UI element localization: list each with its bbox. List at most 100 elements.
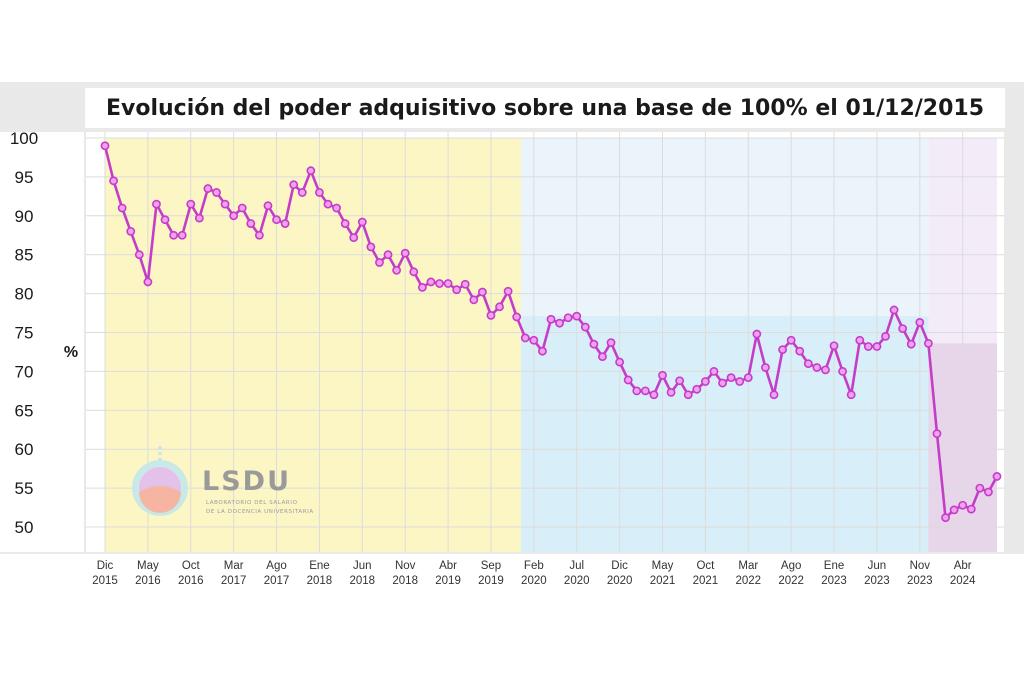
data-point-93 bbox=[898, 324, 908, 334]
data-point-88 bbox=[855, 335, 865, 345]
data-point-52 bbox=[546, 314, 556, 324]
y-tick-95: 95 bbox=[15, 168, 34, 187]
data-point-78 bbox=[769, 390, 779, 400]
data-point-76 bbox=[752, 329, 762, 339]
x-tick-month-80: Ago bbox=[781, 560, 801, 572]
data-point-44 bbox=[477, 287, 487, 297]
y-tick-85: 85 bbox=[15, 246, 34, 265]
data-point-24 bbox=[306, 166, 316, 176]
series-points bbox=[100, 141, 1002, 523]
data-point-86 bbox=[838, 366, 848, 376]
data-point-29 bbox=[349, 233, 359, 242]
y-tick-60: 60 bbox=[15, 440, 34, 459]
data-point-8 bbox=[169, 230, 179, 240]
data-point-2 bbox=[117, 203, 127, 213]
x-tick-year-55: 2020 bbox=[564, 575, 590, 587]
x-tick-year-85: 2023 bbox=[821, 575, 847, 587]
x-tick-year-0: 2015 bbox=[92, 575, 118, 587]
data-point-26 bbox=[323, 199, 333, 209]
data-point-103 bbox=[984, 487, 993, 497]
x-tick-year-40: 2019 bbox=[435, 575, 461, 587]
x-tick-year-50: 2020 bbox=[521, 575, 547, 587]
data-point-81 bbox=[795, 346, 805, 356]
data-point-102 bbox=[975, 483, 985, 493]
data-point-60 bbox=[615, 357, 625, 367]
data-point-38 bbox=[426, 277, 436, 287]
x-tick-month-50: Feb bbox=[524, 560, 544, 572]
data-point-28 bbox=[340, 219, 350, 228]
data-point-54 bbox=[563, 313, 573, 323]
x-tick-year-100: 2024 bbox=[950, 575, 976, 587]
data-point-4 bbox=[134, 250, 144, 260]
x-tick-month-5: May bbox=[137, 560, 159, 572]
logo-subtitle-2: DE LA DOCENCIA UNIVERSITARIA bbox=[206, 509, 314, 515]
data-point-68 bbox=[683, 390, 693, 400]
data-point-48 bbox=[512, 312, 522, 322]
data-point-41 bbox=[452, 285, 462, 295]
data-point-20 bbox=[272, 215, 281, 225]
data-point-95 bbox=[915, 317, 925, 327]
data-point-25 bbox=[315, 188, 324, 197]
data-point-19 bbox=[263, 201, 273, 211]
shaded-period-2 bbox=[520, 316, 929, 552]
data-point-51 bbox=[538, 346, 547, 356]
y-tick-70: 70 bbox=[15, 362, 34, 381]
data-point-18 bbox=[254, 230, 264, 240]
data-point-30 bbox=[357, 217, 367, 227]
data-point-50 bbox=[529, 335, 539, 345]
data-point-63 bbox=[640, 386, 650, 396]
data-point-7 bbox=[160, 215, 170, 225]
data-point-21 bbox=[280, 219, 290, 228]
data-point-59 bbox=[606, 338, 616, 348]
x-tick-year-95: 2023 bbox=[907, 575, 933, 587]
data-point-35 bbox=[400, 248, 410, 258]
data-point-36 bbox=[409, 267, 419, 277]
data-point-34 bbox=[392, 265, 402, 275]
y-axis-panel bbox=[0, 132, 84, 552]
data-point-17 bbox=[246, 219, 256, 228]
x-tick-year-45: 2019 bbox=[478, 575, 504, 587]
x-tick-month-95: Nov bbox=[910, 560, 931, 572]
x-tick-year-25: 2018 bbox=[307, 575, 333, 587]
x-tick-year-60: 2020 bbox=[607, 575, 633, 587]
x-tick-month-40: Abr bbox=[439, 560, 457, 572]
data-point-5 bbox=[143, 277, 153, 287]
data-point-6 bbox=[152, 199, 161, 209]
data-point-56 bbox=[580, 322, 590, 332]
data-point-61 bbox=[623, 375, 633, 385]
data-point-39 bbox=[435, 279, 444, 288]
x-tick-month-20: Ago bbox=[266, 560, 286, 572]
data-point-70 bbox=[700, 377, 710, 386]
data-point-71 bbox=[709, 366, 719, 376]
y-tick-50: 50 bbox=[15, 518, 34, 537]
data-point-47 bbox=[503, 286, 513, 296]
data-point-64 bbox=[649, 390, 659, 400]
x-tick-year-75: 2022 bbox=[735, 575, 761, 587]
x-tick-month-100: Abr bbox=[954, 560, 972, 572]
data-point-66 bbox=[666, 388, 676, 397]
data-point-69 bbox=[692, 384, 702, 394]
data-point-84 bbox=[821, 365, 830, 375]
data-point-27 bbox=[332, 203, 341, 213]
x-tick-month-55: Jul bbox=[569, 560, 584, 572]
data-point-49 bbox=[520, 333, 530, 343]
x-tick-month-10: Oct bbox=[182, 560, 201, 572]
grid bbox=[86, 132, 1004, 552]
data-point-85 bbox=[829, 341, 839, 351]
data-point-92 bbox=[889, 305, 899, 315]
data-point-99 bbox=[949, 505, 959, 515]
data-point-74 bbox=[735, 377, 745, 386]
axes: 50 55 60 65 70 75 80 85 90 95 100 Dic 2015 May 2016 Oct… bbox=[10, 129, 976, 587]
chart-frame: LSDU LABORATORIO DEL SALARIO DE LA DOCEN… bbox=[0, 82, 1024, 600]
logo-subtitle-1: LABORATORIO DEL SALARIO bbox=[206, 500, 298, 506]
x-tick-year-70: 2021 bbox=[693, 575, 719, 587]
x-tick-month-65: May bbox=[652, 560, 674, 572]
data-point-9 bbox=[177, 230, 187, 240]
data-point-0 bbox=[100, 141, 110, 151]
data-point-13 bbox=[212, 188, 221, 197]
chart-svg: LSDU LABORATORIO DEL SALARIO DE LA DOCEN… bbox=[0, 88, 1024, 600]
data-point-1 bbox=[109, 176, 118, 186]
data-point-15 bbox=[229, 211, 239, 221]
data-point-75 bbox=[743, 373, 753, 383]
data-point-94 bbox=[906, 339, 916, 349]
